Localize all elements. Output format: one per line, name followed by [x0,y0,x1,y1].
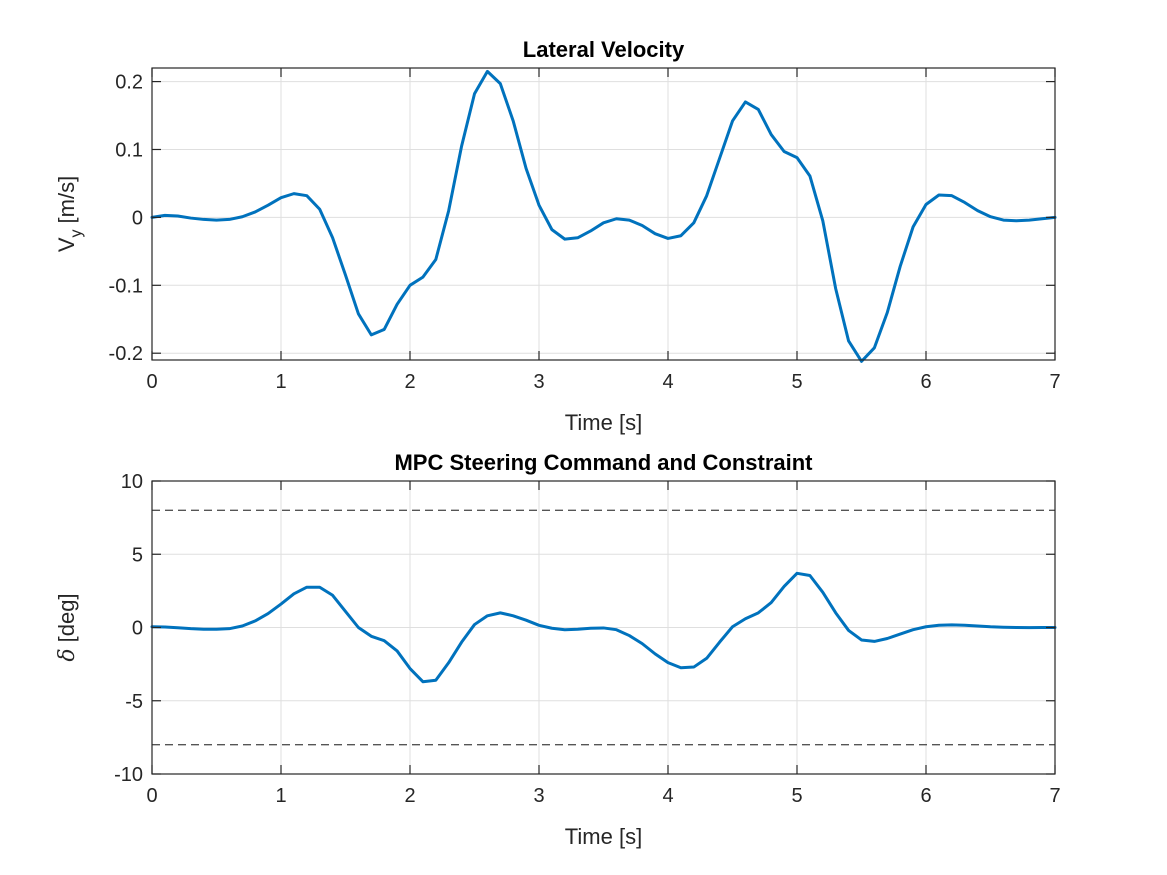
lateral-velocity-y-tick-label: 0 [132,207,143,229]
lateral-velocity-y-tick-label: -0.1 [109,275,143,297]
lateral-velocity-y-tick-label: 0.2 [115,72,143,94]
steering-command-title: MPC Steering Command and Constraint [394,450,813,475]
lateral-velocity-y-tick-label: -0.2 [109,343,143,365]
steering-command-y-tick-label: -5 [125,691,143,713]
lateral-velocity-series [150,69,1057,363]
steering-command-ticks: 0 1 2 3 4 5 6 7 -10 -5 0 5 10 [114,471,1060,807]
lateral-velocity-x-tick-label: 7 [1049,371,1060,393]
steering-command-x-tick-label: 0 [146,785,157,807]
steering-command-y-label-main: δ [55,648,80,661]
lateral-velocity-ticks: 0 1 2 3 4 5 6 7 -0.2 -0.1 0 0.1 0.2 [109,68,1061,393]
lateral-velocity-y-axis-label: Vy [m/s] [54,176,85,252]
steering-command-y-axis-label: δ [deg] [54,593,80,661]
steering-command-y-tick-label: 5 [132,544,143,566]
steering-command-x-tick-label: 2 [404,785,415,807]
steering-command-y-tick-label: 0 [132,618,143,640]
steering-command-x-tick-label: 3 [533,785,544,807]
steering-command-x-tick-label: 6 [920,785,931,807]
lateral-velocity-x-tick-label: 0 [146,371,157,393]
lateral-velocity-x-tick-label: 5 [791,371,802,393]
steering-command-x-tick-label: 5 [791,785,802,807]
lateral-velocity-grid [151,68,1056,360]
lateral-velocity-x-tick-label: 4 [662,371,673,393]
lateral-velocity-y-label-subscript: y [68,229,85,237]
lateral-velocity-x-tick-label: 3 [533,371,544,393]
lateral-velocity-series-line [150,69,1057,363]
lateral-velocity-x-axis-label: Time [s] [565,410,642,435]
steering-command-constraints [152,509,1055,746]
steering-command-plot: 0 1 2 3 4 5 6 7 -10 -5 0 5 10 MPC Steering Command a… [54,450,1061,849]
lateral-velocity-y-label-main: V [54,237,79,252]
lateral-velocity-x-tick-label: 1 [275,371,286,393]
steering-command-series [150,571,1057,684]
lateral-velocity-y-label-unit: [m/s] [54,176,79,224]
lateral-velocity-title: Lateral Velocity [523,37,685,62]
lateral-velocity-y-tick-label: 0.1 [115,139,143,161]
steering-command-x-tick-label: 7 [1049,785,1060,807]
lateral-velocity-x-tick-label: 6 [920,371,931,393]
lateral-velocity-x-tick-label: 2 [404,371,415,393]
steering-command-x-axis-label: Time [s] [565,824,642,849]
lateral-velocity-plot: 0 1 2 3 4 5 6 7 -0.2 -0.1 0 0.1 0.2 Lateral Velocity… [54,37,1061,435]
steering-command-y-label-unit: [deg] [54,593,79,642]
steering-command-series-line [150,571,1057,684]
steering-command-x-tick-label: 1 [275,785,286,807]
steering-command-y-tick-label: -10 [114,764,143,786]
steering-command-y-tick-label: 10 [121,471,143,493]
lateral-velocity-axes-frame [151,67,1056,361]
steering-command-x-tick-label: 4 [662,785,673,807]
